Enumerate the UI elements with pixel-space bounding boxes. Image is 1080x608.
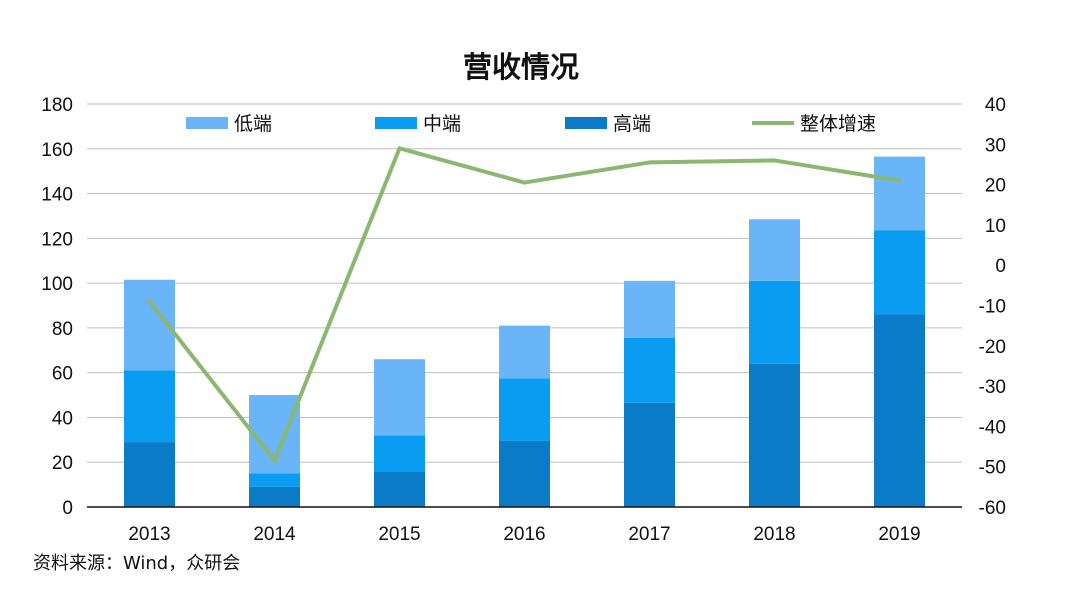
bar-segment: [624, 402, 675, 507]
y-left-tick-label: 40: [52, 408, 73, 429]
legend-label: 高端: [613, 113, 651, 135]
bar-segment: [749, 280, 800, 364]
chart-title: 营收情况: [463, 50, 579, 84]
y-left-tick-label: 180: [41, 95, 73, 116]
x-tick-label: 2017: [628, 524, 670, 545]
y-right-tick-label: 0: [995, 256, 1006, 277]
bar-segment: [249, 486, 300, 507]
y-left-tick-label: 100: [41, 274, 73, 295]
y-left-tick-label: 0: [62, 498, 73, 519]
x-tick-label: 2018: [753, 524, 795, 545]
bar-segment: [249, 473, 300, 487]
bar-segment: [499, 440, 550, 507]
y-left-tick-label: 60: [52, 364, 73, 385]
y-right-tick-label: -10: [979, 297, 1006, 318]
bar-segment: [624, 337, 675, 403]
legend-swatch: [565, 117, 607, 129]
y-left-tick-label: 160: [41, 140, 73, 161]
bar-segment: [374, 471, 425, 507]
y-right-tick-label: 20: [985, 176, 1006, 197]
bar-segment: [374, 435, 425, 472]
y-right-tick-label: -40: [979, 417, 1006, 438]
bar-segment: [499, 325, 550, 379]
bar-segment: [749, 219, 800, 281]
y-right-tick-label: -30: [979, 377, 1006, 398]
bar-segment: [124, 442, 175, 507]
y-right-tick-label: -60: [979, 498, 1006, 519]
y-right-tick-label: -20: [979, 337, 1006, 358]
bar-segment: [874, 156, 925, 231]
y-left-tick-label: 20: [52, 453, 73, 474]
source-note: 资料来源：Wind，众研会: [33, 553, 241, 574]
growth-point: [397, 146, 402, 151]
growth-point: [772, 158, 777, 163]
y-left-tick-label: 80: [52, 319, 73, 340]
y-left-tick-label: 120: [41, 229, 73, 250]
legend-label: 整体增速: [800, 113, 876, 135]
bar-segment: [124, 370, 175, 443]
bar-segment: [749, 363, 800, 507]
bar-segment: [374, 359, 425, 436]
growth-point: [897, 178, 902, 183]
y-right-tick-label: -50: [979, 458, 1006, 479]
legend-swatch: [375, 117, 417, 129]
x-tick-label: 2014: [253, 524, 296, 545]
x-tick-label: 2016: [503, 524, 545, 545]
bar-segment: [499, 378, 550, 441]
x-tick-label: 2019: [878, 524, 920, 545]
x-tick-label: 2015: [378, 524, 420, 545]
y-left-tick-label: 140: [41, 185, 73, 206]
x-tick-label: 2013: [128, 524, 170, 545]
growth-point: [147, 299, 152, 304]
y-right-tick-label: 10: [985, 216, 1006, 237]
y-right-tick-label: 40: [985, 95, 1006, 116]
growth-point: [272, 458, 277, 463]
growth-point: [522, 180, 527, 185]
y-right-tick-label: 30: [985, 135, 1006, 156]
bar-segment: [624, 280, 675, 338]
bar-segment: [874, 230, 925, 315]
legend-swatch: [186, 117, 228, 129]
legend-label: 低端: [234, 113, 272, 135]
bar-segment: [874, 314, 925, 507]
legend-label: 中端: [423, 113, 461, 135]
growth-point: [647, 160, 652, 165]
